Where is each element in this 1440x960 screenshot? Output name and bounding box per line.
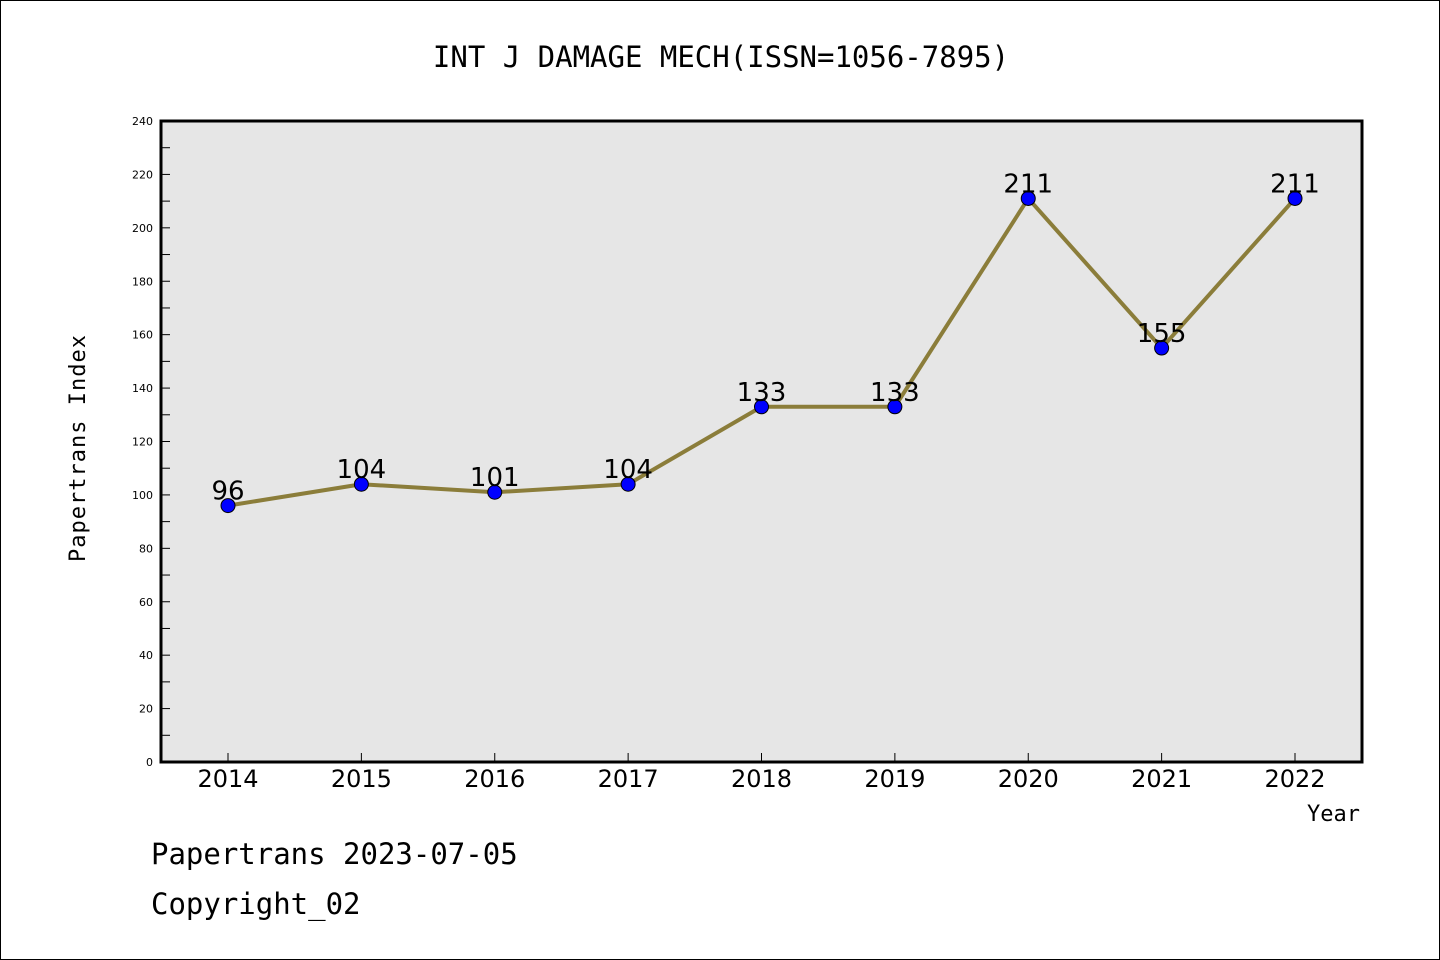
x-tick-label: 2021 bbox=[1131, 765, 1192, 793]
data-label: 104 bbox=[603, 455, 653, 485]
data-label: 96 bbox=[211, 477, 244, 507]
y-tick-label: 240 bbox=[132, 115, 153, 128]
data-label: 101 bbox=[470, 463, 520, 493]
y-tick-label: 140 bbox=[132, 382, 153, 395]
y-tick-label: 200 bbox=[132, 222, 153, 235]
y-tick-label: 100 bbox=[132, 489, 153, 502]
footer-date: Papertrans 2023-07-05 bbox=[151, 837, 518, 871]
x-axis: 2014 2015 2016 2017 2018 2019 2020 2021 2022 bbox=[197, 753, 1326, 793]
x-tick-label: 2014 bbox=[197, 765, 258, 793]
y-tick-label: 20 bbox=[139, 703, 153, 716]
x-tick-label: 2015 bbox=[331, 765, 392, 793]
y-tick-label: 0 bbox=[146, 756, 153, 769]
data-point bbox=[1154, 340, 1170, 356]
y-axis-label: Papertrans Index bbox=[66, 334, 91, 562]
data-point bbox=[1020, 190, 1036, 206]
data-label: 211 bbox=[1270, 169, 1320, 199]
x-axis-label: Year bbox=[1307, 802, 1360, 827]
data-point bbox=[754, 399, 769, 415]
x-tick-label: 2018 bbox=[731, 765, 792, 793]
data-label: 133 bbox=[870, 378, 920, 408]
footer-copyright: Copyright_02 bbox=[151, 887, 361, 921]
data-label: 155 bbox=[1137, 319, 1187, 349]
data-point bbox=[887, 399, 903, 415]
y-tick-label: 40 bbox=[139, 649, 153, 662]
data-point bbox=[487, 484, 503, 500]
x-tick-label: 2016 bbox=[464, 765, 525, 793]
y-tick-label: 80 bbox=[139, 542, 153, 555]
x-tick-label: 2017 bbox=[598, 765, 659, 793]
chart-title: INT J DAMAGE MECH(ISSN=1056-7895) bbox=[433, 40, 1009, 74]
y-tick-label: 160 bbox=[132, 329, 153, 342]
data-point bbox=[620, 476, 636, 492]
plot-area bbox=[159, 119, 1364, 764]
x-tick-label: 2022 bbox=[1264, 765, 1325, 793]
y-axis: 0 20 40 60 80 100 120 140 160 180 200 220 240 bbox=[132, 115, 170, 769]
data-label: 133 bbox=[737, 378, 787, 408]
y-tick-label: 220 bbox=[132, 168, 153, 181]
x-tick-label: 2020 bbox=[998, 765, 1059, 793]
y-tick-label: 120 bbox=[132, 436, 153, 449]
y-tick-label: 60 bbox=[139, 596, 153, 609]
y-tick-label: 180 bbox=[132, 275, 153, 288]
data-point bbox=[220, 498, 236, 514]
x-tick-label: 2019 bbox=[864, 765, 925, 793]
data-point bbox=[353, 476, 369, 492]
data-label: 104 bbox=[337, 455, 387, 485]
data-label: 211 bbox=[1003, 169, 1053, 199]
data-point bbox=[1287, 190, 1303, 206]
series-line: 96 104 101 104 133 133 211 155 211 bbox=[211, 169, 1320, 514]
